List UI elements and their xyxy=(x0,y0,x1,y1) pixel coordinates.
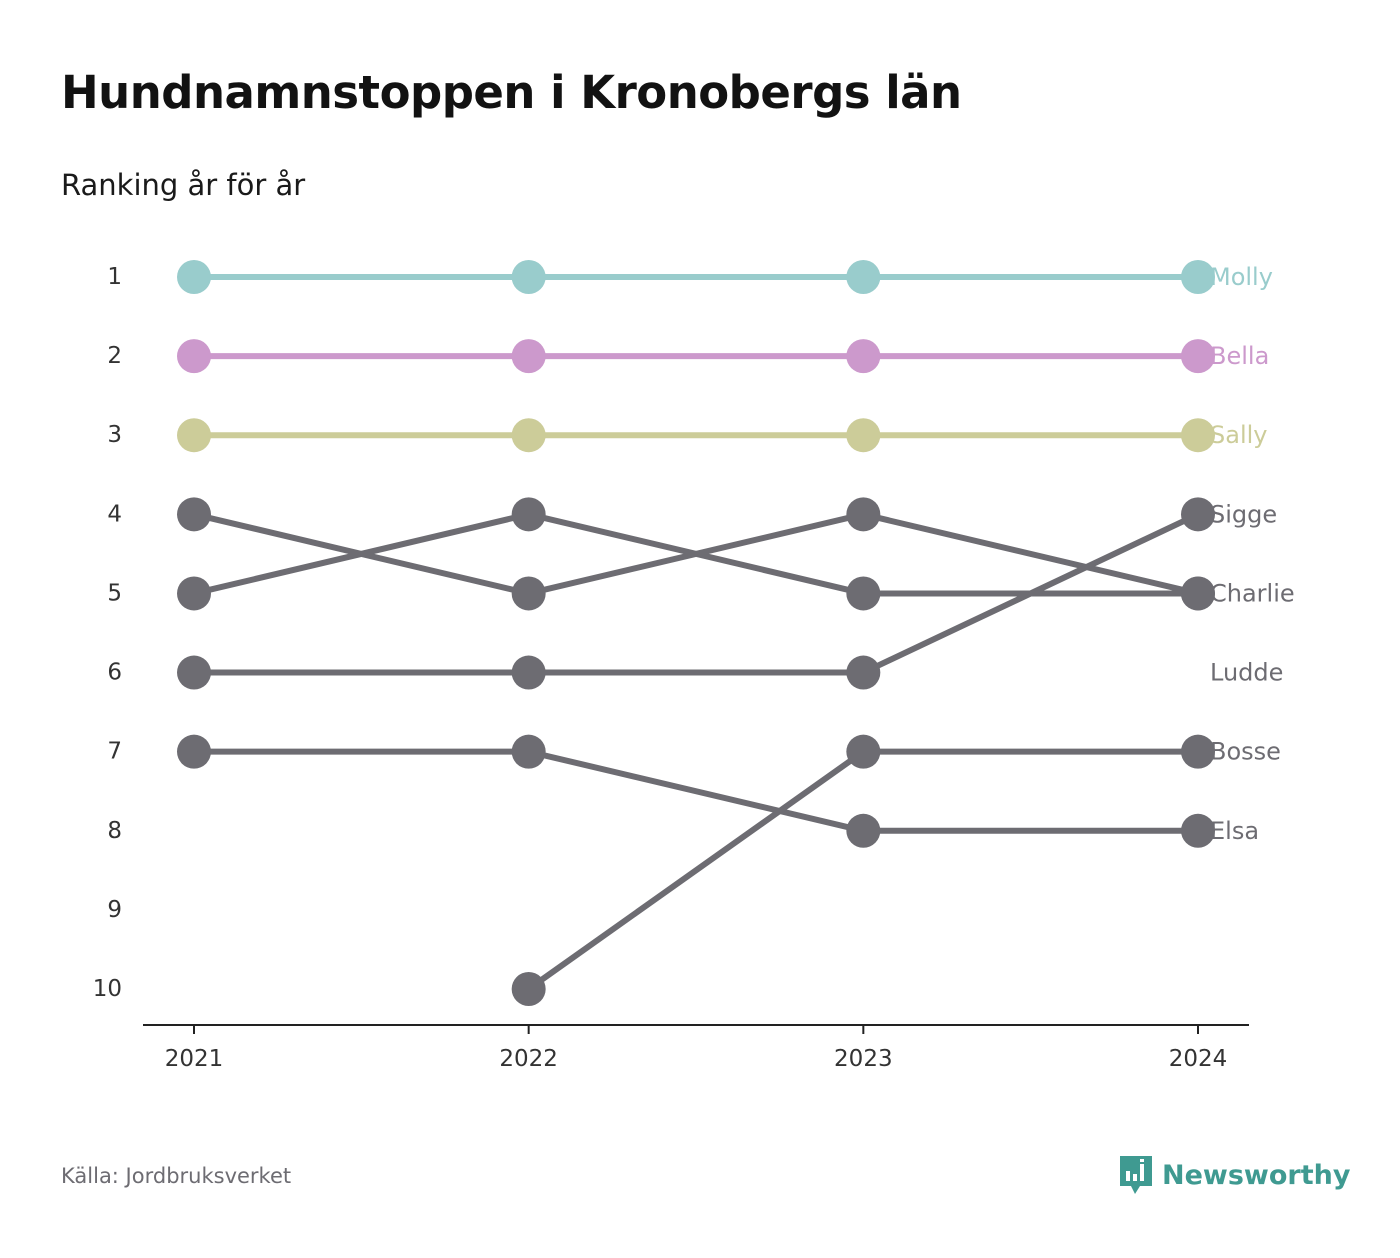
data-point-elsa xyxy=(177,734,211,769)
end-label-charlie: Charlie xyxy=(1210,579,1295,607)
y-tick-label: 1 xyxy=(107,264,122,290)
y-tick-label: 9 xyxy=(107,897,122,923)
end-label-elsa: Elsa xyxy=(1210,817,1259,845)
data-point-charlie xyxy=(1181,576,1215,611)
series-line-sigge xyxy=(194,511,1200,676)
y-tick-label: 7 xyxy=(107,739,122,765)
data-point-sigge xyxy=(511,655,546,690)
end-label-ludde: Ludde xyxy=(1210,659,1283,687)
data-point-molly xyxy=(846,260,881,294)
data-point-sigge xyxy=(1181,497,1215,532)
data-point-charlie xyxy=(511,576,546,611)
data-point-ludde xyxy=(511,497,546,532)
end-label-bella: Bella xyxy=(1210,342,1269,370)
series-line-charlie xyxy=(193,511,1199,597)
data-point-molly xyxy=(511,260,546,294)
data-point-bosse xyxy=(846,734,881,769)
y-tick-label: 5 xyxy=(107,580,122,606)
y-tick-label: 6 xyxy=(107,660,122,686)
end-label-molly: Molly xyxy=(1210,263,1273,291)
x-axis: 2021 2022 2023 2024 xyxy=(143,1024,1249,1072)
end-label-sally: Sally xyxy=(1210,421,1267,449)
end-label-bosse: Bosse xyxy=(1210,738,1281,766)
y-tick-label: 2 xyxy=(107,343,122,369)
data-point-charlie xyxy=(177,497,211,532)
brand-logo[interactable]: Newsworthy xyxy=(1118,1154,1350,1196)
data-point-sigge xyxy=(177,655,211,690)
x-tick-label: 2024 xyxy=(1169,1046,1228,1072)
y-tick-label: 8 xyxy=(107,818,122,844)
data-point-bella xyxy=(846,339,881,374)
data-point-bella xyxy=(511,339,546,374)
data-point-ludde xyxy=(846,576,881,611)
data-point-bella xyxy=(1181,339,1215,374)
data-point-elsa xyxy=(511,734,546,769)
data-point-bosse xyxy=(511,972,546,1006)
data-point-elsa xyxy=(846,813,881,848)
series-points xyxy=(177,260,1215,1006)
data-point-sally xyxy=(846,418,881,453)
data-point-elsa xyxy=(1181,813,1215,848)
y-tick-label: 10 xyxy=(93,976,122,1002)
data-point-molly xyxy=(1181,260,1215,294)
data-point-bella xyxy=(177,339,211,374)
end-labels: Molly Bella Sally Sigge Charlie Ludde Bosse Els… xyxy=(1210,263,1295,845)
newsworthy-logo-icon xyxy=(1120,1156,1152,1194)
source-note: Källa: Jordbruksverket xyxy=(61,1164,292,1188)
brand-name: Newsworthy xyxy=(1162,1159,1351,1191)
data-point-sally xyxy=(511,418,546,453)
x-tick-label: 2021 xyxy=(165,1046,224,1072)
data-point-sally xyxy=(177,418,211,453)
series-line-elsa xyxy=(194,748,1198,834)
series-line-bosse xyxy=(526,748,1198,992)
y-tick-label: 4 xyxy=(107,501,122,527)
data-point-sally xyxy=(1181,418,1215,453)
series-lines xyxy=(193,274,1200,992)
y-axis-ticks: 1 2 3 4 5 6 7 8 9 10 xyxy=(93,264,122,1002)
data-point-ludde xyxy=(177,576,211,611)
data-point-charlie xyxy=(846,497,881,532)
chart-subtitle: Ranking år för år xyxy=(61,168,306,202)
end-label-sigge: Sigge xyxy=(1210,500,1277,528)
y-tick-label: 3 xyxy=(107,422,122,448)
data-point-bosse xyxy=(1181,734,1215,769)
x-tick-label: 2022 xyxy=(499,1046,558,1072)
data-point-molly xyxy=(177,260,211,294)
x-tick-label: 2023 xyxy=(834,1046,893,1072)
chart-title: Hundnamnstoppen i Kronobergs län xyxy=(61,66,962,119)
data-point-sigge xyxy=(846,655,881,690)
